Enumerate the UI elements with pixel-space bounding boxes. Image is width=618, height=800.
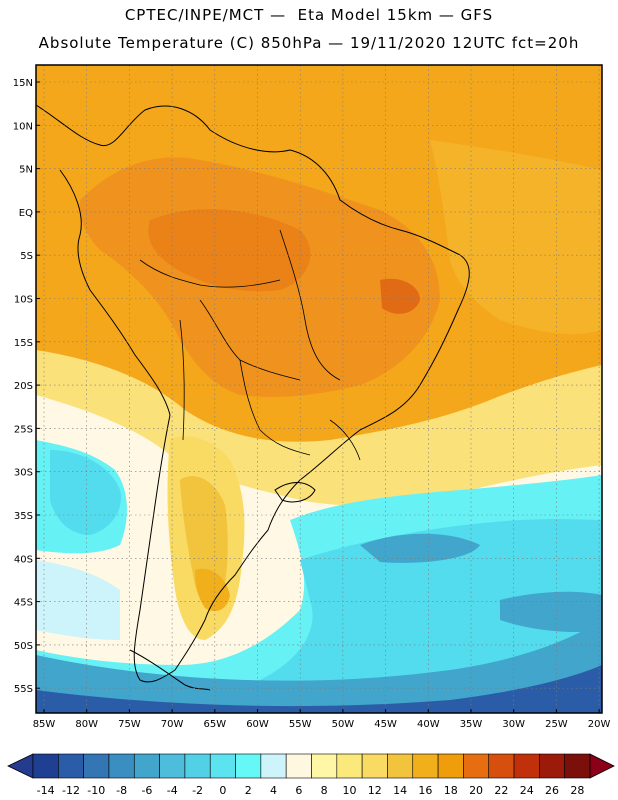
colorbar-label: 14: [393, 784, 407, 797]
lat-label: 35S: [14, 511, 33, 522]
lon-label: 75W: [118, 719, 141, 730]
lon-label: 35W: [460, 719, 483, 730]
colorbar-swatch: [539, 753, 565, 779]
lat-label: 40S: [14, 554, 33, 565]
map-title-line-2: Absolute Temperature (C) 850hPa — 19/11/…: [38, 34, 580, 52]
colorbar-swatch: [58, 753, 84, 779]
lat-label: 20S: [14, 381, 33, 392]
lat-label: 15N: [13, 78, 33, 89]
colorbar-swatch: [235, 753, 262, 779]
colorbar-swatch: [32, 753, 59, 779]
colorbar-label: -2: [192, 784, 203, 797]
lat-label: 10S: [14, 295, 33, 306]
lon-label: 50W: [332, 719, 355, 730]
colorbar-label: -12: [62, 784, 80, 797]
colorbar-swatch: [133, 753, 160, 779]
temperature-field: [36, 65, 602, 713]
colorbar-min-arrow: [7, 753, 34, 779]
lon-label: 55W: [289, 719, 312, 730]
colorbar-label: 12: [368, 784, 382, 797]
lon-label: 60W: [246, 719, 269, 730]
colorbar-swatch: [463, 753, 490, 779]
colorbar-label: 16: [418, 784, 432, 797]
lat-label: 45S: [14, 598, 33, 609]
graticule: [36, 65, 602, 713]
colorbar-swatch: [412, 753, 439, 779]
lat-label: 15S: [14, 338, 33, 349]
lon-label: 40W: [417, 719, 440, 730]
colorbar-label: 22: [494, 784, 508, 797]
colorbar-swatch: [488, 753, 515, 779]
colorbar-swatch: [513, 753, 540, 779]
colorbar-swatch: [311, 753, 338, 779]
lon-label: 30W: [502, 719, 525, 730]
colorbar-swatch: [387, 753, 414, 779]
colorbar-label: 28: [570, 784, 584, 797]
colorbar: -14 -12 -10 -8 -6 -4 -2 0 2 4 6 8 10 12 14 16 18 20 22 24 26…: [7, 753, 615, 797]
colorbar-swatch: [336, 753, 363, 779]
lat-label: EQ: [19, 208, 33, 219]
lon-label: 70W: [161, 719, 184, 730]
colorbar-swatch: [209, 753, 236, 779]
colorbar-max-arrow: [589, 753, 615, 779]
lon-label: 20W: [588, 719, 611, 730]
colorbar-label: 0: [219, 784, 226, 797]
coastlines: [36, 104, 470, 691]
colorbar-label: 26: [545, 784, 559, 797]
colorbar-label: 10: [342, 784, 356, 797]
colorbar-swatch: [83, 753, 110, 779]
colorbar-swatch: [285, 753, 312, 779]
lon-label: 45W: [374, 719, 397, 730]
colorbar-label: 8: [321, 784, 328, 797]
colorbar-swatch: [184, 753, 211, 779]
lat-label: 50S: [14, 641, 33, 652]
colorbar-label: 2: [245, 784, 252, 797]
colorbar-label: 6: [295, 784, 302, 797]
colorbar-swatch: [260, 753, 287, 779]
lat-label: 30S: [14, 468, 33, 479]
colorbar-swatch: [159, 753, 186, 779]
colorbar-label: -10: [87, 784, 105, 797]
lat-label: 55S: [14, 684, 33, 695]
colorbar-swatch: [437, 753, 464, 779]
colorbar-label: -8: [116, 784, 127, 797]
longitude-labels: 85W 80W 75W 70W 65W 60W 55W 50W 45W 40W 35W 30W 25W 2…: [33, 709, 611, 730]
colorbar-label: -6: [141, 784, 152, 797]
lat-label: 5S: [20, 251, 33, 262]
lon-label: 25W: [545, 719, 568, 730]
lat-label: 10N: [13, 121, 33, 132]
lat-label: 25S: [14, 424, 33, 435]
colorbar-swatch: [361, 753, 388, 779]
colorbar-label: 20: [469, 784, 483, 797]
latitude-labels: 15N 10N 5N EQ 5S 10S 15S 20S 25S 30S 35S 40S 45S 50S 5…: [13, 78, 40, 695]
colorbar-swatch: [564, 753, 591, 779]
colorbar-swatch: [108, 753, 135, 779]
colorbar-label: 18: [444, 784, 458, 797]
colorbar-label: 4: [270, 784, 277, 797]
lon-label: 80W: [75, 719, 98, 730]
colorbar-label: -14: [37, 784, 55, 797]
lon-label: 85W: [33, 719, 56, 730]
colorbar-label: -4: [167, 784, 178, 797]
lon-label: 65W: [203, 719, 226, 730]
lat-label: 5N: [19, 165, 33, 176]
colorbar-label: 24: [520, 784, 534, 797]
map-title-line-1: CPTEC/INPE/MCT — Eta Model 15km — GFS: [124, 6, 494, 24]
map-frame: [35, 64, 603, 714]
